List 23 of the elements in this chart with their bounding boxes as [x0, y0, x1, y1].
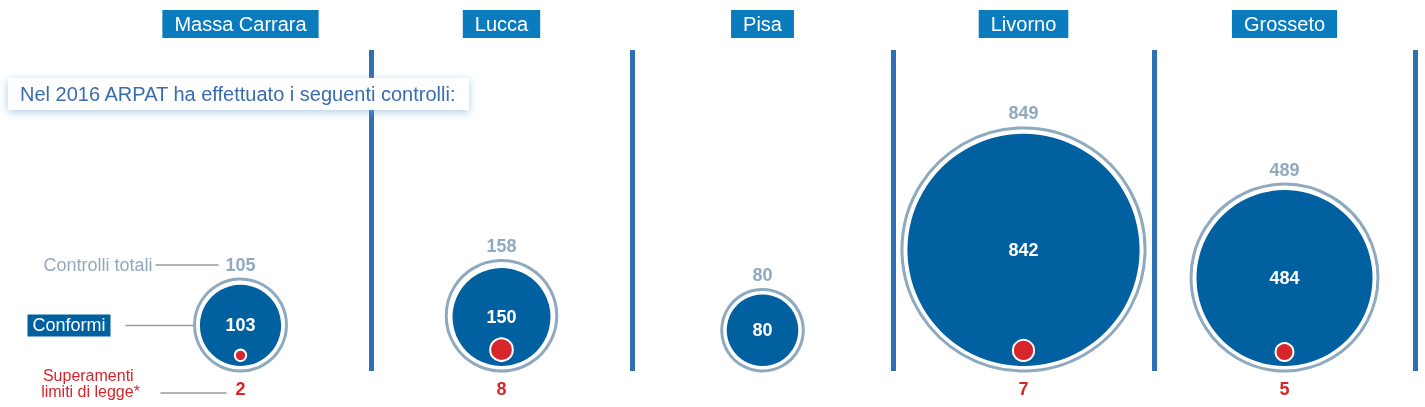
data-label: 7 — [1018, 379, 1029, 399]
category-label: Livorno — [990, 13, 1057, 35]
data-label: 489 — [1269, 159, 1300, 180]
data-label: 5 — [1279, 379, 1290, 399]
category-label: Grosseto — [1243, 13, 1326, 35]
text: Conformi — [32, 315, 106, 336]
data-label: 80 — [752, 320, 773, 341]
category-label: Pisa — [743, 13, 783, 35]
data-label: 158 — [486, 235, 517, 256]
data-label: 849 — [1008, 103, 1039, 124]
category-label: Massa Carrara — [174, 13, 308, 35]
data-label: 150 — [486, 307, 517, 328]
text: Nel 2016 ARPAT ha effettuato i seguenti controlli: — [20, 83, 456, 105]
legend-label: Controlli totali — [43, 255, 153, 276]
data-label: 8 — [496, 379, 507, 399]
data-label: 105 — [225, 254, 256, 275]
data-label: 80 — [752, 264, 773, 285]
data-label: 842 — [1008, 239, 1039, 260]
category-label: Lucca — [474, 13, 530, 35]
data-label: 2 — [235, 379, 246, 399]
data-label: 103 — [225, 315, 256, 336]
data-label: 484 — [1269, 268, 1300, 288]
legend-label: Superamenti limiti di legge* — [41, 366, 140, 400]
